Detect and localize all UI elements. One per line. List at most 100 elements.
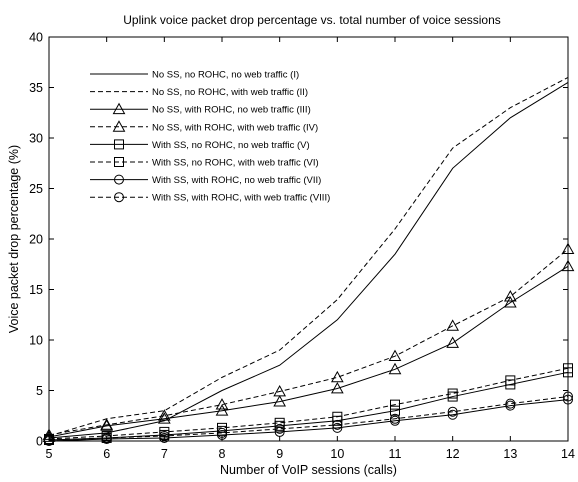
legend-label: With SS, with ROHC, with web traffic (VI… — [152, 193, 330, 204]
data-point — [563, 363, 573, 374]
y-axis-label: Voice packet drop percentage (%) — [7, 145, 21, 333]
x-tick-label: 10 — [330, 447, 344, 461]
legend-item: With SS, with ROHC, no web traffic (VII) — [90, 174, 321, 186]
x-tick-label: 9 — [276, 447, 283, 461]
data-point — [446, 319, 460, 331]
data-point — [215, 398, 229, 410]
legend-marker — [114, 157, 124, 167]
series-line — [48, 248, 569, 436]
data-point — [44, 434, 54, 445]
legend-label: With SS, no ROHC, with web traffic (VI) — [152, 158, 319, 169]
x-tick-label: 14 — [561, 447, 575, 461]
data-point — [100, 418, 114, 430]
y-tick-label: 25 — [29, 182, 43, 196]
x-tick-label: 7 — [161, 447, 168, 461]
series-line — [48, 371, 569, 441]
y-tick-label: 10 — [29, 334, 43, 348]
data-point — [274, 423, 285, 434]
legend-label: No SS, with ROHC, no web traffic (III) — [152, 105, 311, 116]
data-point — [563, 391, 573, 402]
x-tick-label: 5 — [46, 447, 53, 461]
x-tick-label: 6 — [103, 447, 110, 461]
data-point — [388, 362, 402, 375]
legend-label: No SS, no ROHC, no web traffic (I) — [152, 70, 299, 81]
data-point — [330, 370, 344, 383]
data-point — [215, 404, 229, 416]
legend: No SS, no ROHC, no web traffic (I) No SS,… — [90, 70, 330, 204]
legend-label: No SS, with ROHC, with web traffic (IV) — [152, 122, 318, 133]
legend-marker — [112, 102, 126, 115]
data-point — [446, 336, 460, 348]
data-point — [390, 413, 400, 424]
series-line — [48, 76, 569, 437]
series-6 — [44, 363, 573, 444]
data-point — [505, 375, 516, 386]
legend-marker — [114, 139, 124, 150]
x-tick-label: 11 — [389, 447, 402, 461]
legend-label: With SS, with ROHC, no web traffic (VII) — [152, 175, 321, 186]
data-point — [503, 296, 517, 308]
legend-item: With SS, no ROHC, no web traffic (V) — [90, 139, 310, 151]
y-tick-label: 15 — [29, 283, 43, 297]
legend-item: No SS, no ROHC, no web traffic (I) — [90, 70, 299, 81]
data-point — [273, 395, 287, 407]
chart-title: Uplink voice packet drop percentage vs. … — [123, 13, 501, 27]
y-tick-label: 20 — [29, 233, 43, 247]
series-line — [48, 82, 569, 439]
data-point — [332, 419, 343, 430]
data-point — [390, 399, 400, 410]
data-point — [274, 426, 285, 437]
data-point — [447, 406, 458, 417]
data-point — [503, 290, 517, 302]
y-tick-label: 5 — [36, 384, 43, 398]
legend-item: No SS, no ROHC, with web traffic (II) — [90, 87, 308, 98]
data-point — [101, 432, 112, 443]
data-point — [159, 430, 170, 441]
series-line — [48, 396, 569, 441]
legend-label: With SS, no ROHC, no web traffic (V) — [152, 140, 310, 151]
data-point — [217, 422, 227, 433]
series-line — [48, 265, 569, 438]
series-line — [48, 399, 569, 442]
legend-marker — [114, 192, 124, 203]
series-2 — [48, 76, 569, 437]
legend-item: With SS, with ROHC, with web traffic (VI… — [90, 192, 330, 204]
series-7 — [44, 394, 573, 446]
data-point — [561, 259, 575, 272]
legend-item: With SS, no ROHC, with web traffic (VI) — [90, 157, 319, 169]
data-point — [388, 349, 402, 362]
data-point — [330, 381, 344, 394]
data-point — [505, 398, 516, 409]
y-tick-label: 35 — [29, 81, 43, 95]
legend-label: No SS, no ROHC, with web traffic (II) — [152, 87, 308, 98]
data-point — [273, 384, 287, 397]
data-point — [447, 409, 458, 420]
series-layer — [42, 76, 575, 446]
data-point — [217, 427, 227, 438]
legend-marker — [114, 174, 124, 185]
data-point — [561, 242, 575, 254]
series-8 — [44, 391, 573, 445]
series-1 — [48, 82, 569, 439]
y-tick-label: 0 — [36, 435, 43, 449]
x-tick-label: 8 — [219, 447, 226, 461]
data-point — [157, 412, 171, 424]
data-point — [447, 388, 458, 399]
legend-item: No SS, with ROHC, with web traffic (IV) — [90, 120, 318, 133]
y-tick-label: 40 — [29, 31, 43, 45]
series-line — [48, 367, 569, 440]
series-3 — [42, 259, 575, 442]
legend-marker — [112, 120, 126, 132]
data-point — [332, 411, 343, 422]
plot-frame — [48, 36, 569, 442]
data-point — [332, 422, 343, 433]
data-point — [563, 394, 573, 405]
x-axis-label: Number of VoIP sessions (calls) — [220, 463, 397, 477]
series-4 — [42, 242, 575, 440]
data-point — [390, 405, 400, 416]
data-point — [157, 409, 171, 421]
series-5 — [44, 367, 573, 445]
